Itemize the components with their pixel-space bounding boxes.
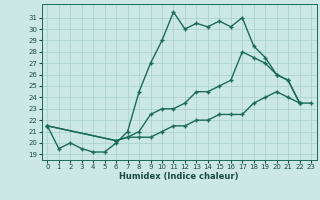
X-axis label: Humidex (Indice chaleur): Humidex (Indice chaleur) [119,172,239,181]
